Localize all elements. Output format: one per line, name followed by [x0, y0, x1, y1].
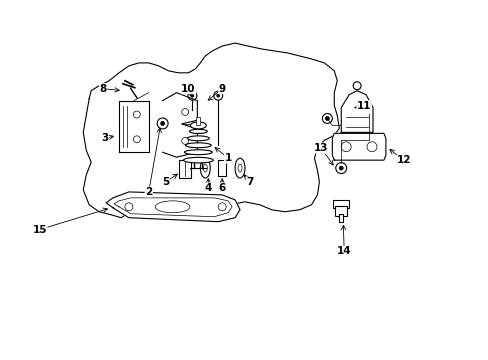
Text: 6: 6: [218, 183, 225, 193]
Ellipse shape: [184, 150, 212, 155]
Ellipse shape: [185, 143, 211, 148]
Circle shape: [325, 117, 328, 121]
Polygon shape: [163, 93, 197, 157]
Circle shape: [339, 166, 343, 170]
Polygon shape: [332, 133, 385, 160]
Bar: [333, 200, 348, 208]
Text: 3: 3: [101, 133, 108, 143]
Circle shape: [216, 94, 219, 97]
Bar: [218, 160, 225, 176]
Polygon shape: [341, 91, 372, 132]
Ellipse shape: [189, 129, 207, 134]
Text: 14: 14: [336, 247, 351, 256]
Bar: [178, 160, 191, 178]
Text: 13: 13: [313, 143, 328, 153]
Text: 12: 12: [396, 155, 410, 165]
Text: 10: 10: [181, 84, 195, 94]
Text: 7: 7: [246, 177, 253, 187]
Text: 5: 5: [162, 177, 169, 187]
Text: 9: 9: [218, 84, 225, 94]
Bar: [335, 206, 346, 216]
Text: 8: 8: [99, 84, 106, 94]
Text: 2: 2: [145, 187, 152, 197]
Ellipse shape: [187, 136, 209, 141]
Polygon shape: [83, 43, 339, 218]
Circle shape: [161, 121, 164, 125]
Text: 1: 1: [224, 153, 231, 163]
Ellipse shape: [235, 158, 244, 178]
Polygon shape: [106, 192, 240, 222]
Ellipse shape: [183, 157, 213, 163]
Ellipse shape: [200, 158, 210, 178]
Bar: [339, 214, 343, 222]
Ellipse shape: [190, 122, 206, 129]
Polygon shape: [119, 100, 148, 152]
Text: 11: 11: [356, 100, 370, 111]
Text: 15: 15: [32, 225, 47, 235]
Text: 4: 4: [204, 183, 211, 193]
Bar: [196, 117, 200, 125]
Circle shape: [190, 94, 194, 97]
